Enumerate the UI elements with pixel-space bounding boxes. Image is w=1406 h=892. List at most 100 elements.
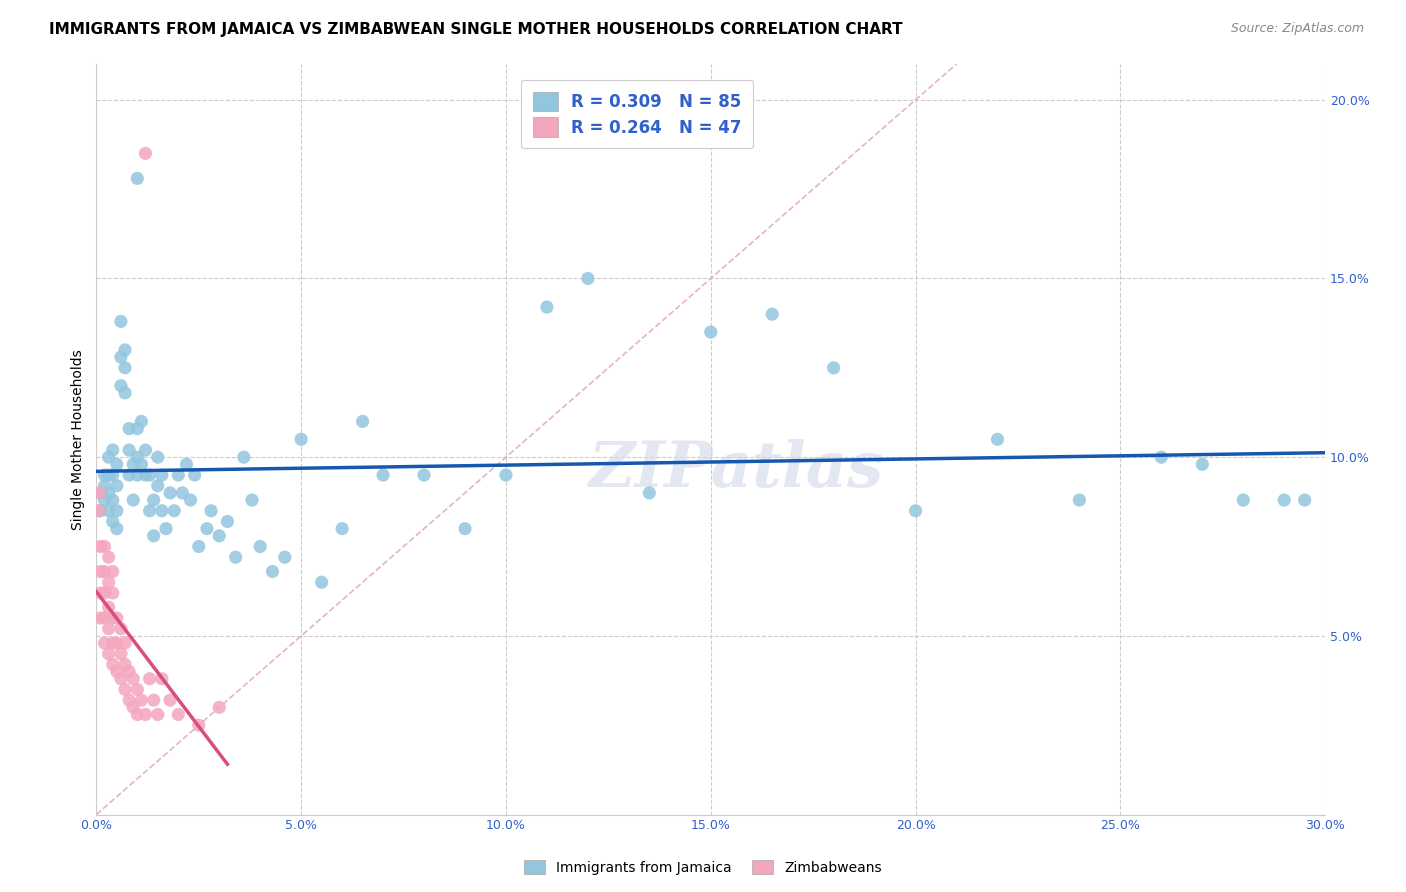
Point — [134, 468, 156, 483]
Point — [127, 450, 149, 465]
Point — [114, 360, 136, 375]
Point — [150, 672, 173, 686]
Point — [1150, 450, 1173, 465]
Point — [93, 468, 115, 483]
Point — [1191, 458, 1213, 472]
Point — [200, 504, 222, 518]
Point — [127, 682, 149, 697]
Point — [122, 700, 145, 714]
Point — [495, 468, 517, 483]
Point — [146, 450, 169, 465]
Point — [986, 432, 1008, 446]
Point — [131, 414, 153, 428]
Point — [101, 586, 124, 600]
Point — [105, 479, 128, 493]
Point — [142, 493, 165, 508]
Point — [1232, 493, 1254, 508]
Point — [118, 421, 141, 435]
Point — [1294, 493, 1316, 508]
Point — [89, 486, 111, 500]
Point — [167, 468, 190, 483]
Point — [127, 421, 149, 435]
Point — [176, 458, 198, 472]
Point — [89, 586, 111, 600]
Point — [138, 468, 160, 483]
Point — [97, 622, 120, 636]
Point — [159, 693, 181, 707]
Point — [150, 468, 173, 483]
Point — [127, 171, 149, 186]
Point — [97, 486, 120, 500]
Point — [142, 693, 165, 707]
Point — [138, 504, 160, 518]
Point — [118, 468, 141, 483]
Point — [101, 636, 124, 650]
Point — [114, 657, 136, 672]
Point — [97, 504, 120, 518]
Point — [208, 700, 231, 714]
Point — [101, 468, 124, 483]
Legend: R = 0.309   N = 85, R = 0.264   N = 47: R = 0.309 N = 85, R = 0.264 N = 47 — [522, 80, 754, 148]
Point — [232, 450, 254, 465]
Point — [101, 515, 124, 529]
Point — [163, 504, 186, 518]
Point — [105, 504, 128, 518]
Point — [93, 479, 115, 493]
Point — [225, 550, 247, 565]
Point — [122, 458, 145, 472]
Point — [352, 414, 374, 428]
Point — [249, 540, 271, 554]
Point — [101, 657, 124, 672]
Point — [290, 432, 312, 446]
Point — [240, 493, 263, 508]
Point — [89, 486, 111, 500]
Point — [904, 504, 927, 518]
Point — [1272, 493, 1295, 508]
Point — [110, 622, 132, 636]
Point — [101, 565, 124, 579]
Y-axis label: Single Mother Households: Single Mother Households — [72, 349, 86, 530]
Point — [217, 515, 239, 529]
Point — [167, 707, 190, 722]
Point — [97, 647, 120, 661]
Point — [761, 307, 783, 321]
Text: IMMIGRANTS FROM JAMAICA VS ZIMBABWEAN SINGLE MOTHER HOUSEHOLDS CORRELATION CHART: IMMIGRANTS FROM JAMAICA VS ZIMBABWEAN SI… — [49, 22, 903, 37]
Point — [89, 565, 111, 579]
Point — [576, 271, 599, 285]
Point — [114, 682, 136, 697]
Point — [101, 493, 124, 508]
Point — [114, 343, 136, 357]
Point — [118, 443, 141, 458]
Point — [536, 300, 558, 314]
Point — [413, 468, 436, 483]
Point — [454, 522, 477, 536]
Point — [183, 468, 205, 483]
Text: Source: ZipAtlas.com: Source: ZipAtlas.com — [1230, 22, 1364, 36]
Point — [150, 504, 173, 518]
Point — [131, 693, 153, 707]
Point — [131, 458, 153, 472]
Point — [187, 540, 209, 554]
Point — [823, 360, 845, 375]
Point — [105, 522, 128, 536]
Point — [105, 611, 128, 625]
Point — [101, 443, 124, 458]
Point — [311, 575, 333, 590]
Text: ZIPatlas: ZIPatlas — [588, 439, 883, 500]
Point — [155, 522, 177, 536]
Point — [134, 443, 156, 458]
Legend: Immigrants from Jamaica, Zimbabweans: Immigrants from Jamaica, Zimbabweans — [519, 855, 887, 880]
Point — [172, 486, 194, 500]
Point — [110, 314, 132, 328]
Point — [97, 450, 120, 465]
Point — [146, 479, 169, 493]
Point — [146, 707, 169, 722]
Point — [93, 611, 115, 625]
Point — [93, 586, 115, 600]
Point — [195, 522, 218, 536]
Point — [105, 458, 128, 472]
Point — [262, 565, 284, 579]
Point — [89, 611, 111, 625]
Point — [105, 636, 128, 650]
Point — [89, 540, 111, 554]
